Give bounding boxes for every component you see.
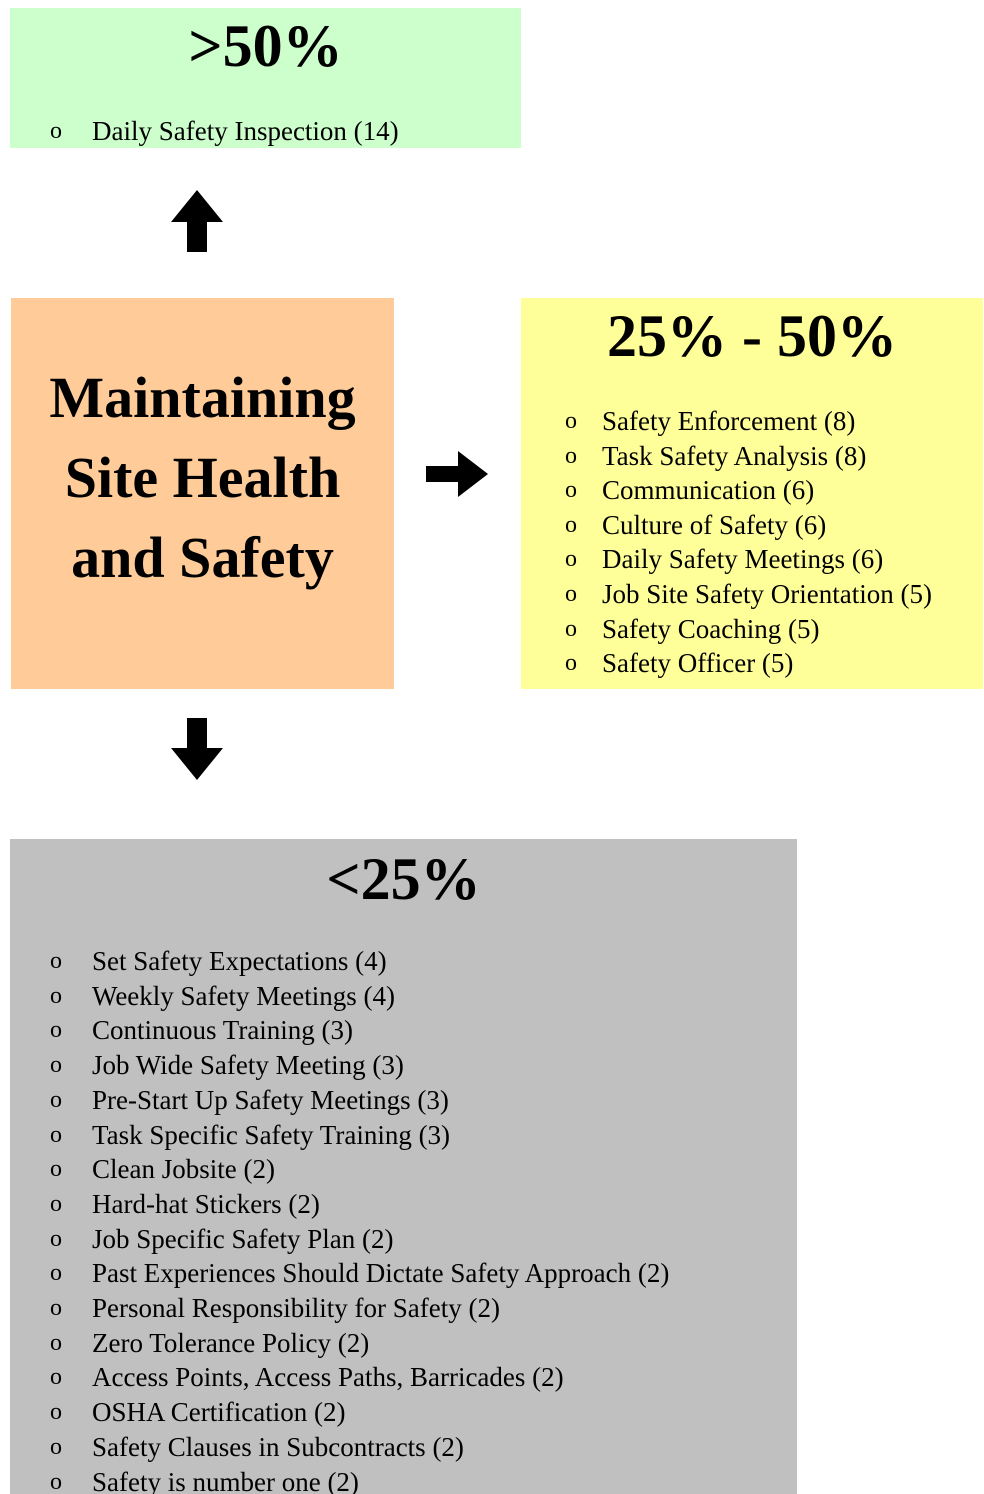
list-item: Safety Coaching (5) — [602, 613, 820, 644]
list-bullet: o — [50, 1156, 62, 1183]
arrow-up — [171, 190, 223, 252]
list-item: Daily Safety Meetings (6) — [602, 544, 884, 575]
right-heading: 25% - 50% — [607, 303, 897, 369]
list-item: Task Specific Safety Training (3) — [92, 1119, 451, 1150]
list-bullet: o — [565, 615, 577, 642]
list-bullet: o — [565, 511, 577, 538]
list-bullet: o — [50, 1086, 62, 1113]
list-item: Pre-Start Up Safety Meetings (3) — [92, 1084, 449, 1115]
list-bullet: o — [50, 1190, 62, 1217]
list-item: Past Experiences Should Dictate Safety A… — [92, 1258, 670, 1289]
list-item: Job Specific Safety Plan (2) — [92, 1223, 394, 1254]
list-item: Communication (6) — [602, 475, 815, 506]
list-bullet: o — [50, 1329, 62, 1356]
list-item: Safety Clauses in Subcontracts (2) — [92, 1431, 464, 1462]
list-item: Safety Enforcement (8) — [602, 406, 856, 436]
list-bullet: o — [50, 1017, 62, 1044]
list-item: Personal Responsibility for Safety (2) — [92, 1293, 500, 1323]
list-bullet: o — [565, 442, 577, 469]
list-bullet: o — [565, 650, 577, 677]
list-bullet: o — [50, 1433, 62, 1460]
list-bullet: o — [50, 1364, 62, 1391]
list-item: Task Safety Analysis (8) — [602, 440, 867, 471]
bottom-heading: <25% — [326, 846, 481, 912]
list-bullet: o — [565, 477, 577, 504]
list-item: Access Points, Access Paths, Barricades … — [92, 1362, 564, 1393]
list-bullet: o — [565, 546, 577, 573]
list-item: Continuous Training (3) — [92, 1015, 354, 1046]
list-bullet: o — [50, 1468, 62, 1494]
list-item: Hard-hat Stickers (2) — [92, 1188, 320, 1219]
list-bullet: o — [50, 1260, 62, 1287]
list-bullet: o — [50, 1225, 62, 1252]
center-box: Maintaining Site Health and Safety — [11, 298, 394, 689]
list-item: Daily Safety Inspection (14) — [92, 116, 399, 146]
list-bullet: o — [565, 581, 577, 607]
list-item: Job Wide Safety Meeting (3) — [92, 1050, 404, 1081]
top-heading: >50% — [188, 13, 343, 79]
list-item: OSHA Certification (2) — [92, 1397, 346, 1428]
list-bullet: o — [50, 1295, 62, 1321]
arrow-down — [171, 718, 223, 780]
list-item: Set Safety Expectations (4) — [92, 946, 387, 976]
list-bullet: o — [50, 118, 62, 144]
right-box: 25% - 50% o Safety Enforcement (8) o Task S… — [521, 298, 983, 689]
list-item: Job Site Safety Orientation (5) — [602, 579, 932, 609]
list-item: Safety is number one (2) — [92, 1466, 359, 1494]
list-bullet: o — [565, 408, 577, 434]
list-item: Weekly Safety Meetings (4) — [92, 980, 395, 1011]
list-item: Zero Tolerance Policy (2) — [92, 1327, 370, 1358]
list-item: Clean Jobsite (2) — [92, 1154, 275, 1185]
list-bullet: o — [50, 1399, 62, 1426]
list-item: Culture of Safety (6) — [602, 509, 827, 540]
list-bullet: o — [50, 948, 62, 974]
center-title-line: Maintaining — [49, 365, 356, 430]
arrow-right — [426, 451, 488, 497]
center-title-line: Site Health — [64, 445, 341, 510]
top-box: >50% o Daily Safety Inspection (14) — [10, 8, 521, 148]
list-bullet: o — [50, 1052, 62, 1079]
list-bullet: o — [50, 982, 62, 1009]
list-bullet: o — [50, 1121, 62, 1148]
list-item: Safety Officer (5) — [602, 648, 794, 679]
bottom-box: <25% o Set Safety Expectations (4) o Weekly… — [10, 839, 797, 1494]
center-title-line: and Safety — [71, 525, 334, 590]
